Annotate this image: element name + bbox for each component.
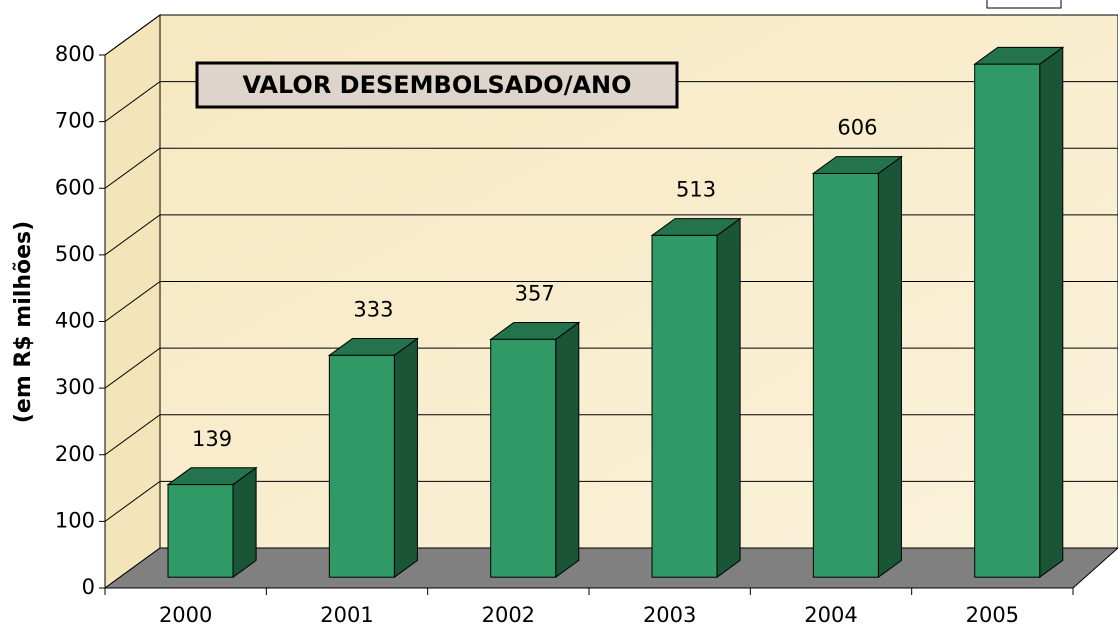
bar-front <box>167 484 234 578</box>
legend-stub <box>986 0 1062 9</box>
y-tick-label: 600 <box>55 175 95 199</box>
title-box <box>195 61 679 109</box>
value-label: 139 <box>192 427 232 451</box>
value-label: 357 <box>515 282 555 306</box>
bar-front <box>812 172 879 578</box>
bar <box>327 337 419 579</box>
grid-line <box>104 214 1118 256</box>
x-tick-label: 2002 <box>482 603 535 627</box>
grid-line <box>104 347 1118 389</box>
grid-line <box>104 480 1118 522</box>
y-tick-label: 500 <box>55 242 95 266</box>
bar <box>650 217 742 579</box>
chart-title: VALOR DESEMBOLSADO/ANO <box>242 71 631 99</box>
y-tick-label: 0 <box>82 575 95 599</box>
y-tick-label: 300 <box>55 375 95 399</box>
bar <box>811 155 903 579</box>
bar-side <box>716 217 741 579</box>
y-tick-label: 200 <box>55 442 95 466</box>
bar <box>489 321 581 579</box>
bar-front <box>328 354 395 578</box>
y-tick-label: 700 <box>55 109 95 133</box>
bar <box>166 466 258 579</box>
grid-line <box>104 147 1118 189</box>
x-tick-label: 2001 <box>320 603 373 627</box>
bar-side <box>393 337 418 579</box>
y-axis-label: (em R$ milhões) <box>11 221 36 423</box>
x-tick-label: 2003 <box>643 603 696 627</box>
value-label: 513 <box>676 178 716 202</box>
floor <box>103 547 1118 589</box>
bar <box>973 46 1065 579</box>
bar-side <box>1039 46 1064 579</box>
value-label: 606 <box>837 116 877 140</box>
bar-side <box>877 155 902 579</box>
x-tick-label: 2004 <box>804 603 857 627</box>
grid-line <box>104 281 1118 322</box>
bar-front <box>651 234 718 578</box>
bar-side <box>555 321 580 579</box>
y-tick-label: 100 <box>55 508 95 532</box>
grid-line <box>104 414 1118 456</box>
x-tick-label: 2005 <box>966 603 1019 627</box>
bar-side <box>232 466 257 579</box>
y-tick-label: 800 <box>55 42 95 66</box>
x-tick-label: 2000 <box>159 603 212 627</box>
y-tick-label: 400 <box>55 309 95 333</box>
grid-line <box>104 81 1118 123</box>
bar-front <box>490 338 557 578</box>
bar-front <box>974 63 1041 578</box>
grid-line <box>104 14 1118 56</box>
value-label: 333 <box>353 298 393 322</box>
